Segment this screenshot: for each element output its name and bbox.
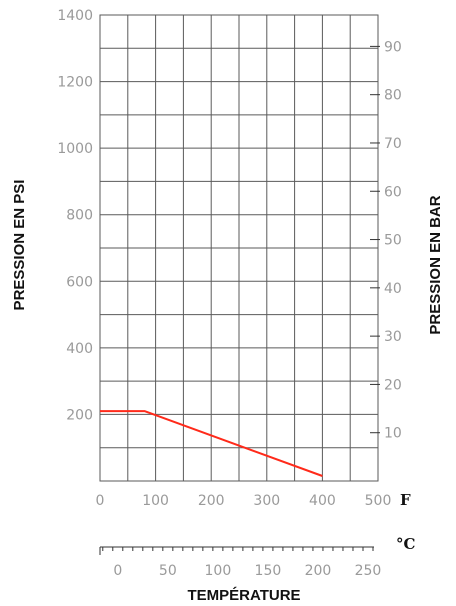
tick-labels: 2004006008001000120014001020304050607080… — [57, 8, 401, 579]
y2-tick-label: 20 — [384, 377, 402, 393]
y-tick-label: 1400 — [57, 8, 93, 24]
x-axis-title: TEMPÉRATURE — [187, 587, 300, 604]
y2-tick-label: 40 — [384, 281, 402, 297]
axes — [99, 14, 380, 555]
y-axis-title-left: PRESSION EN PSI — [11, 180, 28, 311]
y2-tick-label: 30 — [384, 329, 402, 345]
y2-tick-label: 90 — [384, 39, 402, 55]
y-tick-label: 800 — [66, 208, 93, 224]
x-unit-fahrenheit: F — [400, 491, 411, 509]
x-tick-label: 300 — [253, 493, 280, 509]
y-axis-title-right: PRESSION EN BAR — [427, 195, 444, 334]
x2-tick-label: 150 — [255, 563, 282, 579]
x-tick-label: 400 — [309, 493, 336, 509]
y2-tick-label: 60 — [384, 184, 402, 200]
y2-tick-label: 80 — [384, 88, 402, 104]
pressure-rating-line — [100, 410, 323, 477]
x2-unit-celsius: °C — [396, 535, 416, 553]
y-tick-label: 1200 — [57, 75, 93, 91]
x-tick-label: 100 — [142, 493, 169, 509]
y2-tick-label: 50 — [384, 233, 402, 249]
x2-tick-label: 50 — [159, 563, 177, 579]
y-tick-label: 400 — [66, 341, 93, 357]
x2-tick-label: 250 — [355, 563, 382, 579]
x-tick-label: 0 — [96, 493, 105, 509]
y-tick-label: 600 — [66, 274, 93, 290]
x2-tick-label: 100 — [205, 563, 232, 579]
series — [100, 410, 323, 477]
x-tick-label: 200 — [198, 493, 225, 509]
plot-frame — [99, 14, 379, 482]
y2-tick-label: 70 — [384, 136, 402, 152]
x2-tick-label: 0 — [113, 563, 122, 579]
x-tick-label: 500 — [365, 493, 392, 509]
y-tick-label: 1000 — [57, 141, 93, 157]
x2-tick-label: 200 — [305, 563, 332, 579]
y2-tick-label: 10 — [384, 426, 402, 442]
grid — [100, 15, 378, 481]
y-tick-label: 200 — [66, 407, 93, 423]
